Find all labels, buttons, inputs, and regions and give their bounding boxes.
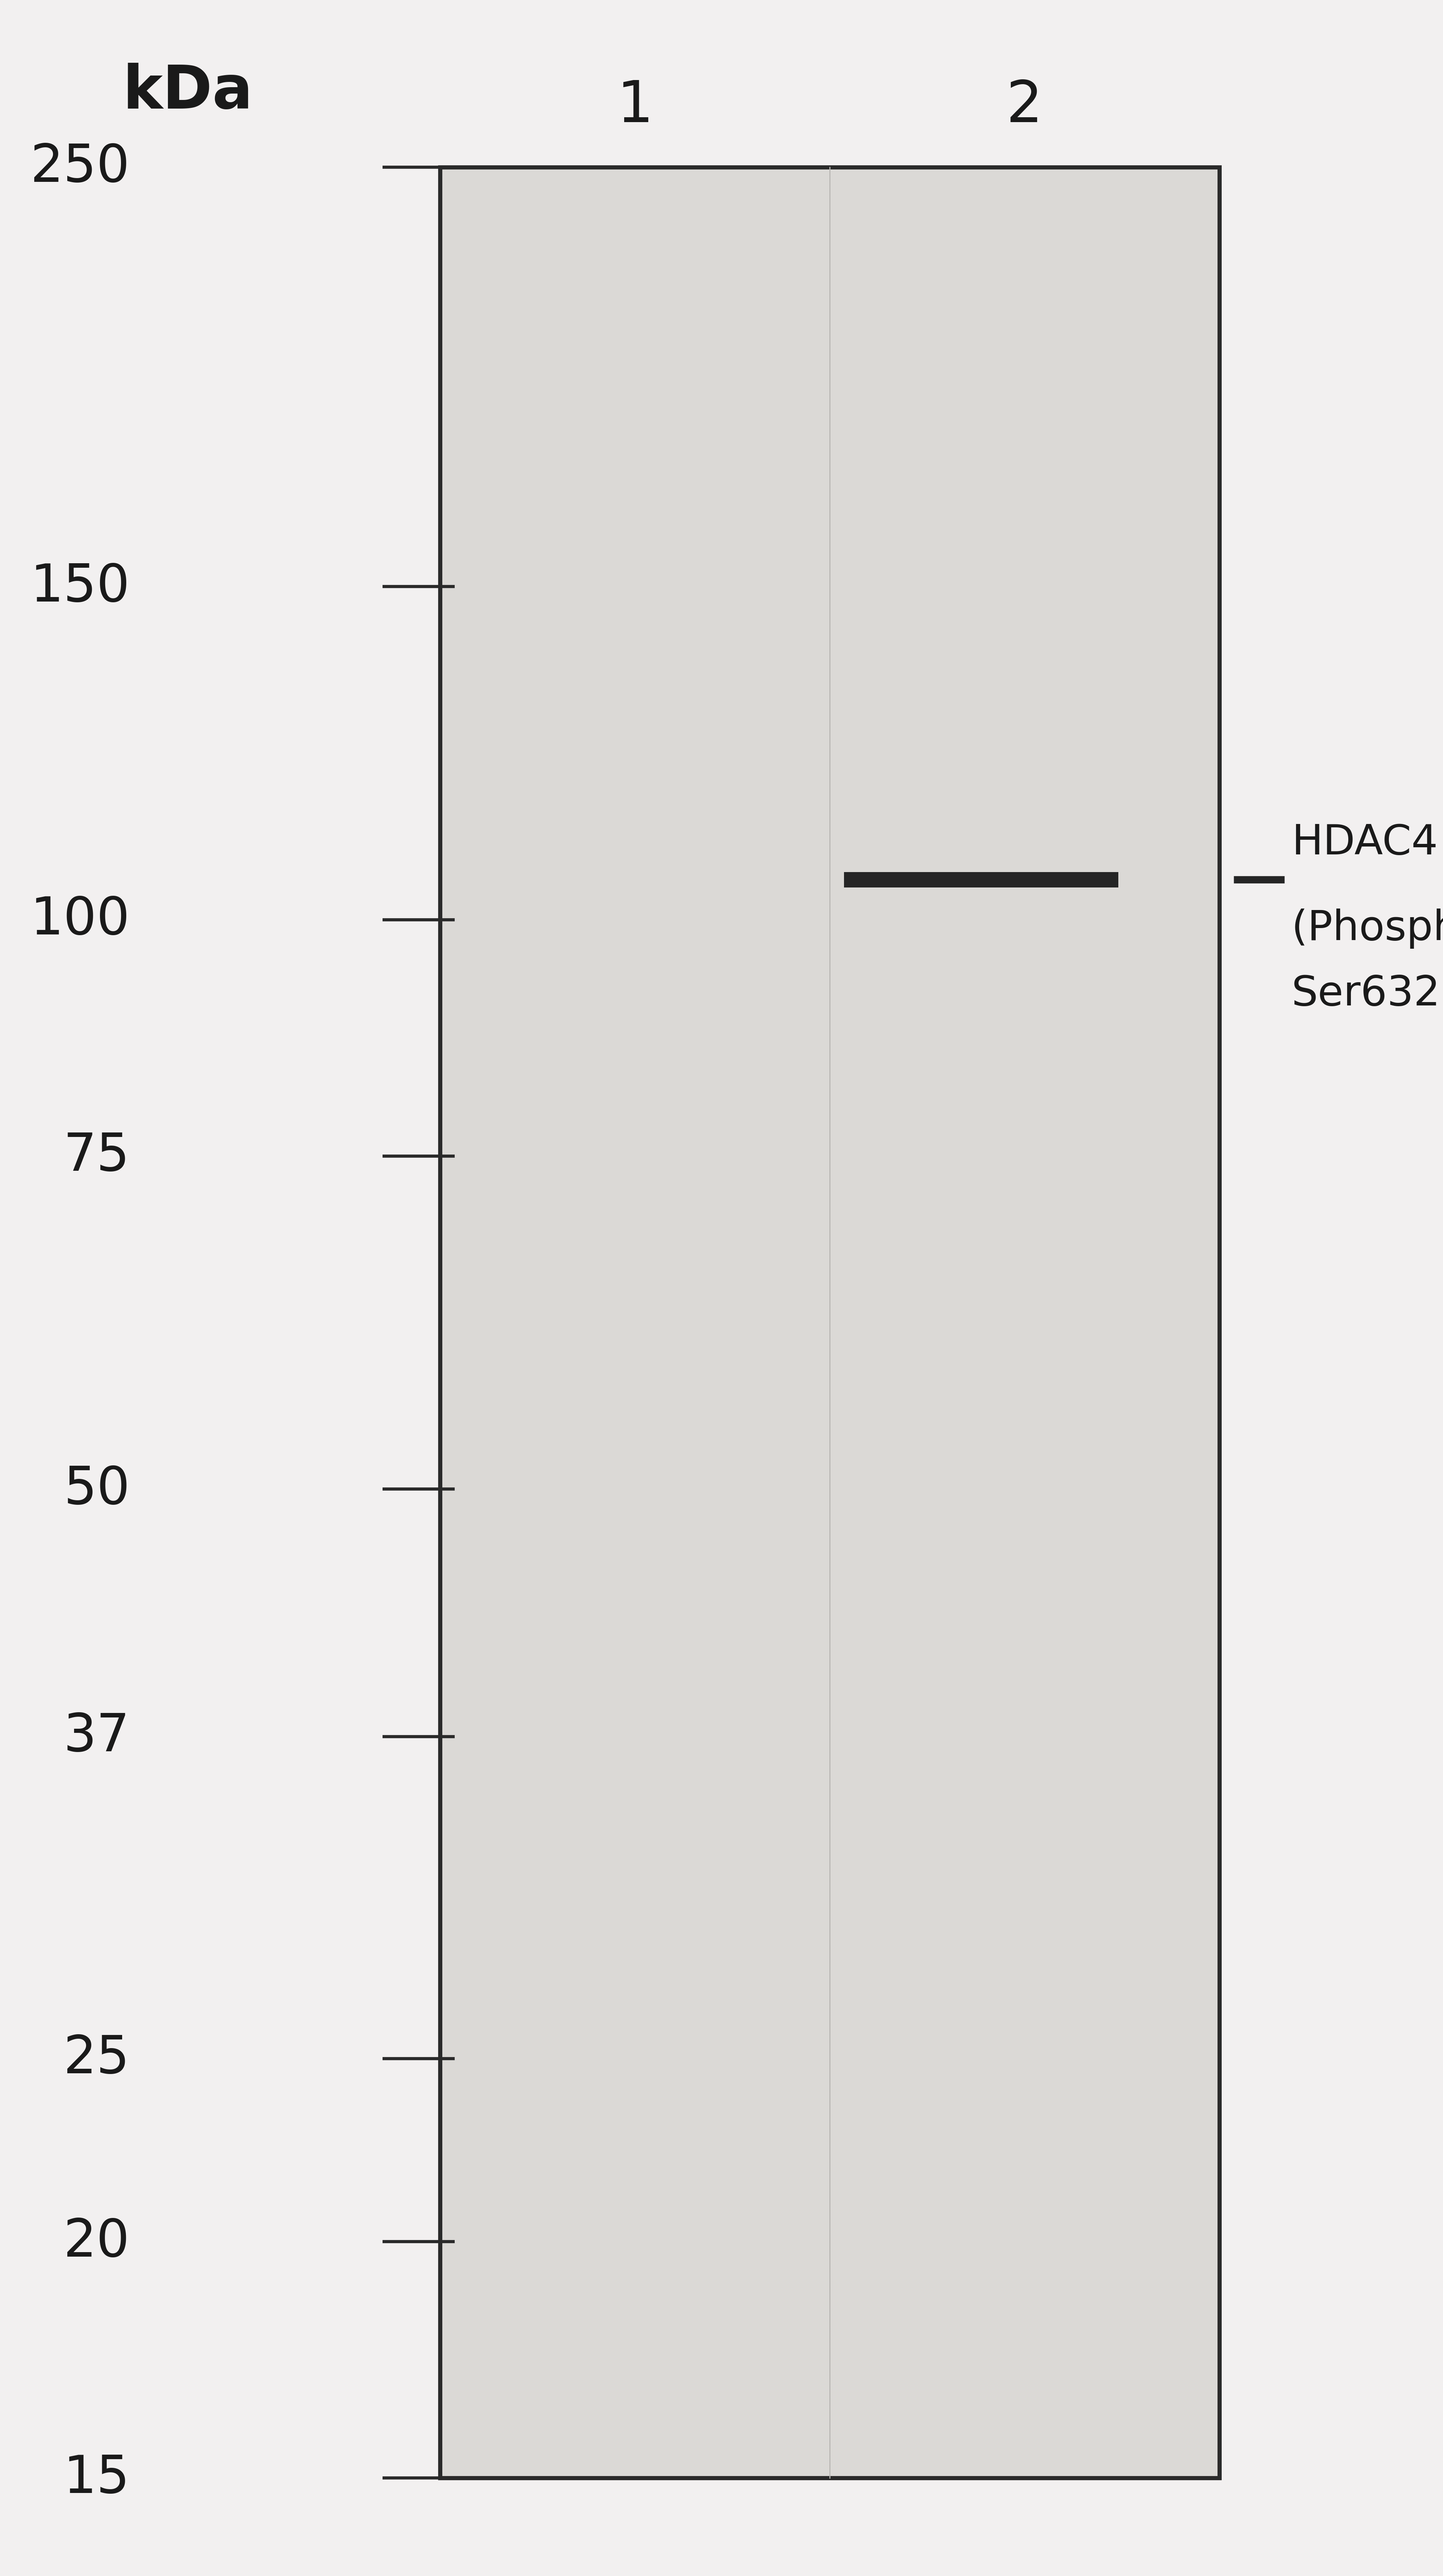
Text: kDa: kDa — [123, 62, 253, 121]
Text: HDAC4: HDAC4 — [1291, 822, 1437, 863]
Text: 1: 1 — [616, 77, 654, 134]
Text: 37: 37 — [63, 1710, 130, 1762]
Text: 250: 250 — [30, 142, 130, 193]
Text: 75: 75 — [63, 1131, 130, 1182]
Text: 100: 100 — [30, 894, 130, 945]
Text: 20: 20 — [63, 2215, 130, 2267]
Text: Ser632): Ser632) — [1291, 974, 1443, 1012]
Text: (Phospho-: (Phospho- — [1291, 909, 1443, 948]
Bar — [844, 873, 1118, 889]
Text: 50: 50 — [63, 1463, 130, 1515]
Text: 15: 15 — [63, 2452, 130, 2504]
Text: 150: 150 — [30, 562, 130, 613]
Text: 2: 2 — [1006, 77, 1043, 134]
Bar — [440, 167, 1219, 2478]
Text: 25: 25 — [63, 2032, 130, 2084]
